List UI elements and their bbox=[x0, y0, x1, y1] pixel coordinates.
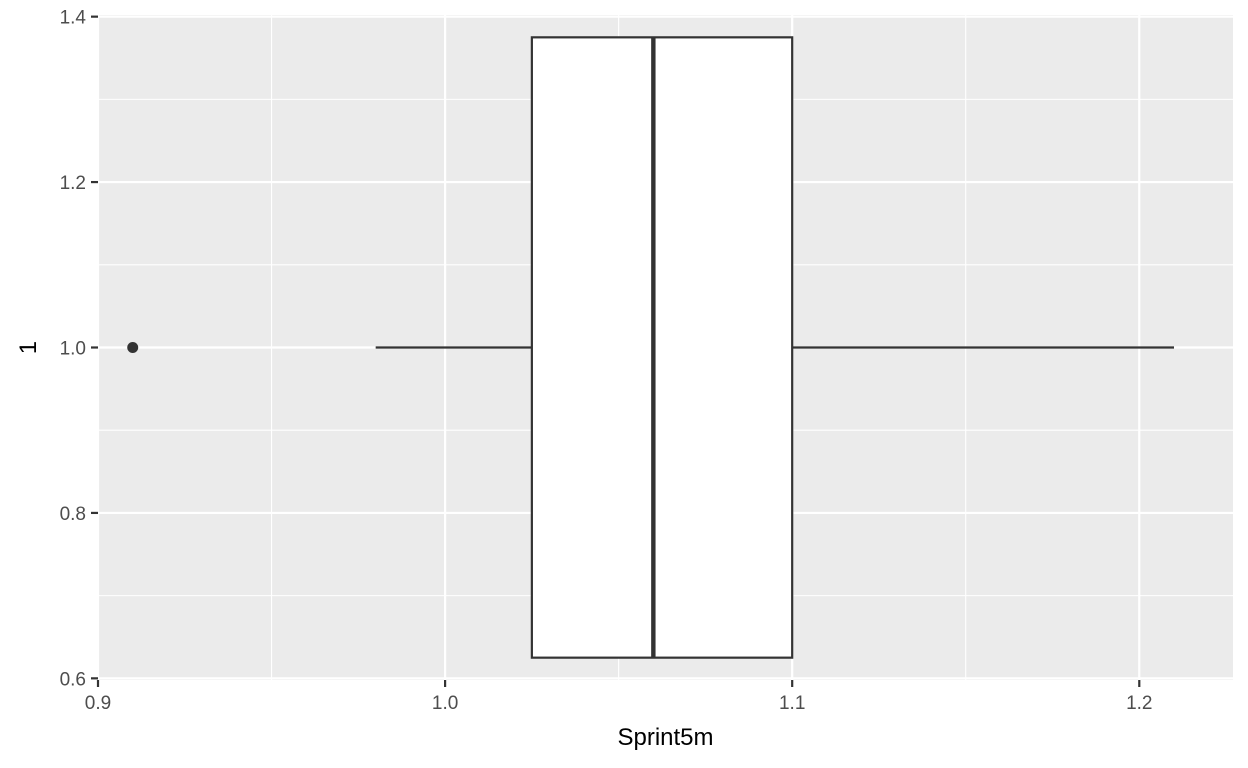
y-tick-label: 0.6 bbox=[60, 669, 86, 690]
y-axis-title: 1 bbox=[15, 341, 42, 354]
box-marks bbox=[127, 36, 1174, 659]
y-tick-label: 1.2 bbox=[60, 173, 86, 194]
x-axis-title: Sprint5m bbox=[617, 724, 713, 751]
y-tick-label: 0.8 bbox=[60, 504, 86, 525]
y-tick-label: 1.0 bbox=[60, 339, 86, 360]
outlier-point bbox=[127, 342, 139, 353]
x-tick-label: 0.9 bbox=[85, 693, 111, 714]
y-tick-label: 1.4 bbox=[60, 8, 87, 29]
y-axis: 0.6 0.8 1.0 1.2 1.4 bbox=[60, 8, 98, 690]
x-tick-label: 1.0 bbox=[432, 693, 458, 714]
x-tick-label: 1.2 bbox=[1126, 693, 1152, 714]
x-tick-label: 1.1 bbox=[779, 693, 805, 714]
box-iqr bbox=[530, 36, 794, 659]
x-axis: 0.9 1.0 1.1 1.2 bbox=[85, 680, 1152, 714]
